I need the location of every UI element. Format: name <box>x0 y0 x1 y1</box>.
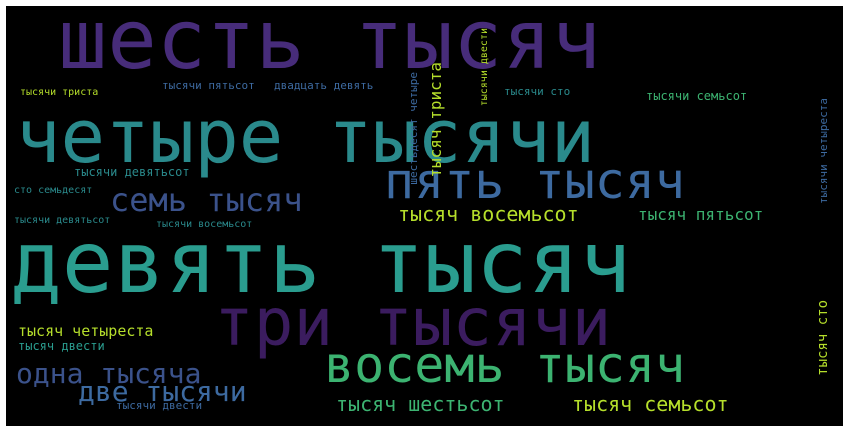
word-tysyachi-semsot: тысячи семьсот <box>646 89 748 103</box>
word-tysyach-chetyresta: тысяч четыреста <box>18 322 154 340</box>
word-tysyachi-pyatsot: тысячи пятьсот <box>162 79 255 92</box>
word-tysyachi-devyatsot-2: тысячи девятьсот <box>14 215 111 226</box>
word-dve-tysyachi: две тысячи <box>78 375 247 408</box>
word-shestdesyat-chetyre: шестьдесят четыре <box>407 72 420 185</box>
word-tysyachi-dvesti-vertical: тысячи двести <box>479 28 490 107</box>
word-vosem-tysyach: восемь тысяч <box>324 336 686 394</box>
word-shest-tysyach: шесть тысяч <box>58 6 602 88</box>
word-sto-semdesyat: сто семьдесят <box>14 185 93 196</box>
word-tysyach-semsot: тысяч семьсот <box>572 392 729 416</box>
word-tysyach-sto: тысяч сто <box>815 300 831 376</box>
word-tysyachi-trista: тысячи триста <box>20 87 99 98</box>
word-cloud: шесть тысяч четыре тысячи пять тысяч дев… <box>6 6 843 426</box>
word-tysyachi-chetyresta: тысячи четыреста <box>817 98 830 204</box>
word-pyat-tysyach: пять тысяч <box>384 152 686 210</box>
word-chetyre-tysyachi: четыре тысячи <box>16 94 596 180</box>
word-tri-tysyachi: три тысячи <box>214 284 612 361</box>
word-tysyach-trista: тысяч триста <box>426 62 445 178</box>
word-devyat-tysyach: девять тысяч <box>10 213 632 313</box>
word-tysyachi-vosemsot: тысячи восемьсот <box>156 219 253 230</box>
word-tysyach-shestsot: тысяч шестьсот <box>336 392 505 416</box>
word-sem-tysyach: семь тысяч <box>110 181 303 219</box>
word-dvadtsat-devyat: двадцать девять <box>274 79 374 92</box>
word-tysyach-dvesti: тысяч двести <box>18 339 105 353</box>
word-tysyach-pyatsot: тысяч пятьсот <box>638 205 764 224</box>
word-tysyachi-sto: тысячи сто <box>504 85 571 98</box>
word-tysyach-vosemsot: тысяч восемьсот <box>398 202 579 226</box>
word-tysyachi-dvesti: тысячи двести <box>116 399 203 412</box>
word-odna-tysyacha: одна тысяча <box>16 357 202 390</box>
word-tysyachi-devyatsot: тысячи девятьсот <box>74 165 190 179</box>
